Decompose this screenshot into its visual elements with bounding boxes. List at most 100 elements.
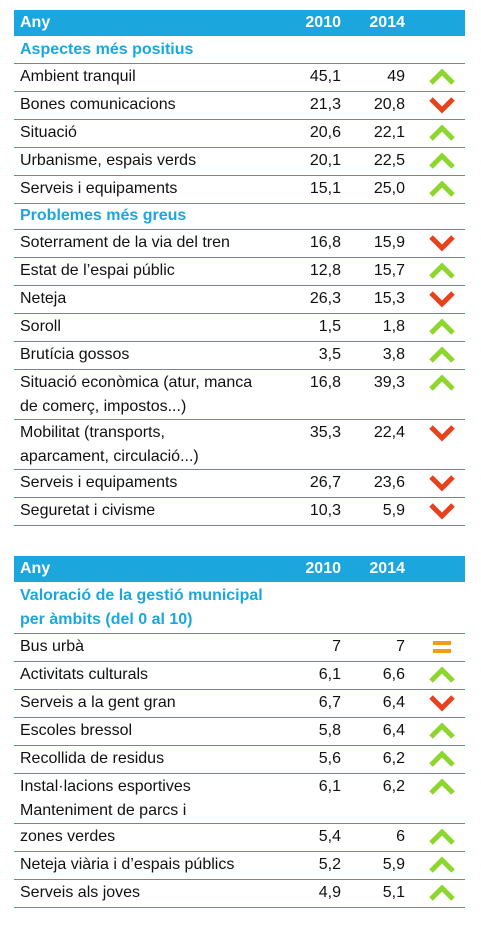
section-title: Problemes més greus [20,207,187,224]
value-2014: 5,9 [382,502,405,519]
value-2014: 7 [396,638,405,655]
row-label: Neteja [20,290,67,307]
trend-icon-down [429,235,455,252]
row-label: Bones comunicacions [20,96,176,113]
row-rule [14,851,465,852]
row-label: Escoles bressol [20,722,133,739]
section-title: Valoració de la gestió municipal [20,587,263,604]
value-2010: 10,3 [309,502,341,519]
row-rule [14,257,465,258]
value-2010: 21,3 [309,96,341,113]
value-2010: 7 [332,638,341,655]
trend-icon-up [429,152,455,169]
trend-icon-down [429,475,455,492]
trend-icon-down [429,97,455,114]
row-label: de comerç, impostos...) [20,398,187,415]
value-2014: 39,3 [373,374,405,391]
value-2010: 16,8 [309,234,341,251]
row-label: Serveis als joves [20,884,141,901]
row-rule [14,907,465,908]
value-2014: 20,8 [373,96,405,113]
value-2010: 5,4 [318,828,341,845]
row-label: Soroll [20,318,61,335]
header-bar [14,556,465,582]
value-2014: 3,8 [382,346,405,363]
row-label: Seguretat i civisme [20,502,156,519]
row-rule [14,419,465,420]
trend-icon-up [429,318,455,335]
value-2014: 1,8 [382,318,405,335]
value-2014: 6,2 [382,750,405,767]
row-rule [14,91,465,92]
row-label: Urbanisme, espais verds [20,152,197,169]
row-rule [14,823,465,824]
trend-icon-up [429,68,455,85]
value-2014: 6,4 [382,722,405,739]
row-label: Serveis i equipaments [20,180,178,197]
trend-icon-up [429,262,455,279]
value-2010: 5,8 [318,722,341,739]
row-rule [14,525,465,526]
row-label: Soterrament de la via del tren [20,234,230,251]
value-2010: 45,1 [309,68,341,85]
value-2010: 5,2 [318,856,341,873]
header-label: Any [20,560,51,578]
row-label: zones verdes [20,828,116,845]
value-2014: 5,1 [382,884,405,901]
row-rule [14,369,465,370]
section-title: Aspectes més positius [20,41,194,58]
row-label: Estat de l’espai públic [20,262,175,279]
value-2010: 5,6 [318,750,341,767]
value-2010: 6,1 [318,666,341,683]
row-label: Ambient tranquil [20,68,136,85]
row-label: Serveis i equipaments [20,474,178,491]
row-label: Bus urbà [20,638,85,655]
row-rule [14,147,465,148]
row-rule [14,313,465,314]
value-2014: 49 [387,68,405,85]
value-2010: 26,7 [309,474,341,491]
row-label: Situació [20,124,77,141]
header-2010: 2010 [305,14,341,31]
value-2010: 3,5 [318,346,341,363]
row-rule [14,119,465,120]
row-label: Activitats culturals [20,666,149,683]
trend-icon-up [429,124,455,141]
header-2010: 2010 [305,560,341,577]
row-label: Mobilitat (transports, [20,424,165,441]
value-2014: 15,9 [373,234,405,251]
trend-icon-up [429,884,455,901]
value-2014: 6 [396,828,405,845]
trend-icon-up [429,778,455,795]
row-label: Situació econòmica (atur, manca [20,374,253,391]
row-label: Serveis a la gent gran [20,694,176,711]
trend-icon-up [429,722,455,739]
value-2014: 22,4 [373,424,405,441]
value-2014: 6,4 [382,694,405,711]
value-2014: 23,6 [373,474,405,491]
value-2010: 35,3 [309,424,341,441]
value-2010: 1,5 [318,318,341,335]
value-2010: 6,7 [318,694,341,711]
trend-icon-up [429,828,455,845]
row-rule [14,469,465,470]
row-rule [14,633,465,634]
row-rule [14,175,465,176]
row-rule [14,285,465,286]
row-rule [14,745,465,746]
row-label: Instal·lacions esportives [20,778,191,795]
row-rule [14,879,465,880]
value-2014: 25,0 [373,180,405,197]
row-label: aparcament, circulació...) [20,448,199,465]
row-label: Manteniment de parcs i [20,802,187,819]
value-2010: 6,1 [318,778,341,795]
value-2014: 22,5 [373,152,405,169]
value-2010: 15,1 [309,180,341,197]
row-rule [14,689,465,690]
trend-icon-up [429,666,455,683]
row-rule [14,717,465,718]
trend-icon-up [429,856,455,873]
header-2014: 2014 [369,560,405,577]
value-2010: 20,1 [309,152,341,169]
